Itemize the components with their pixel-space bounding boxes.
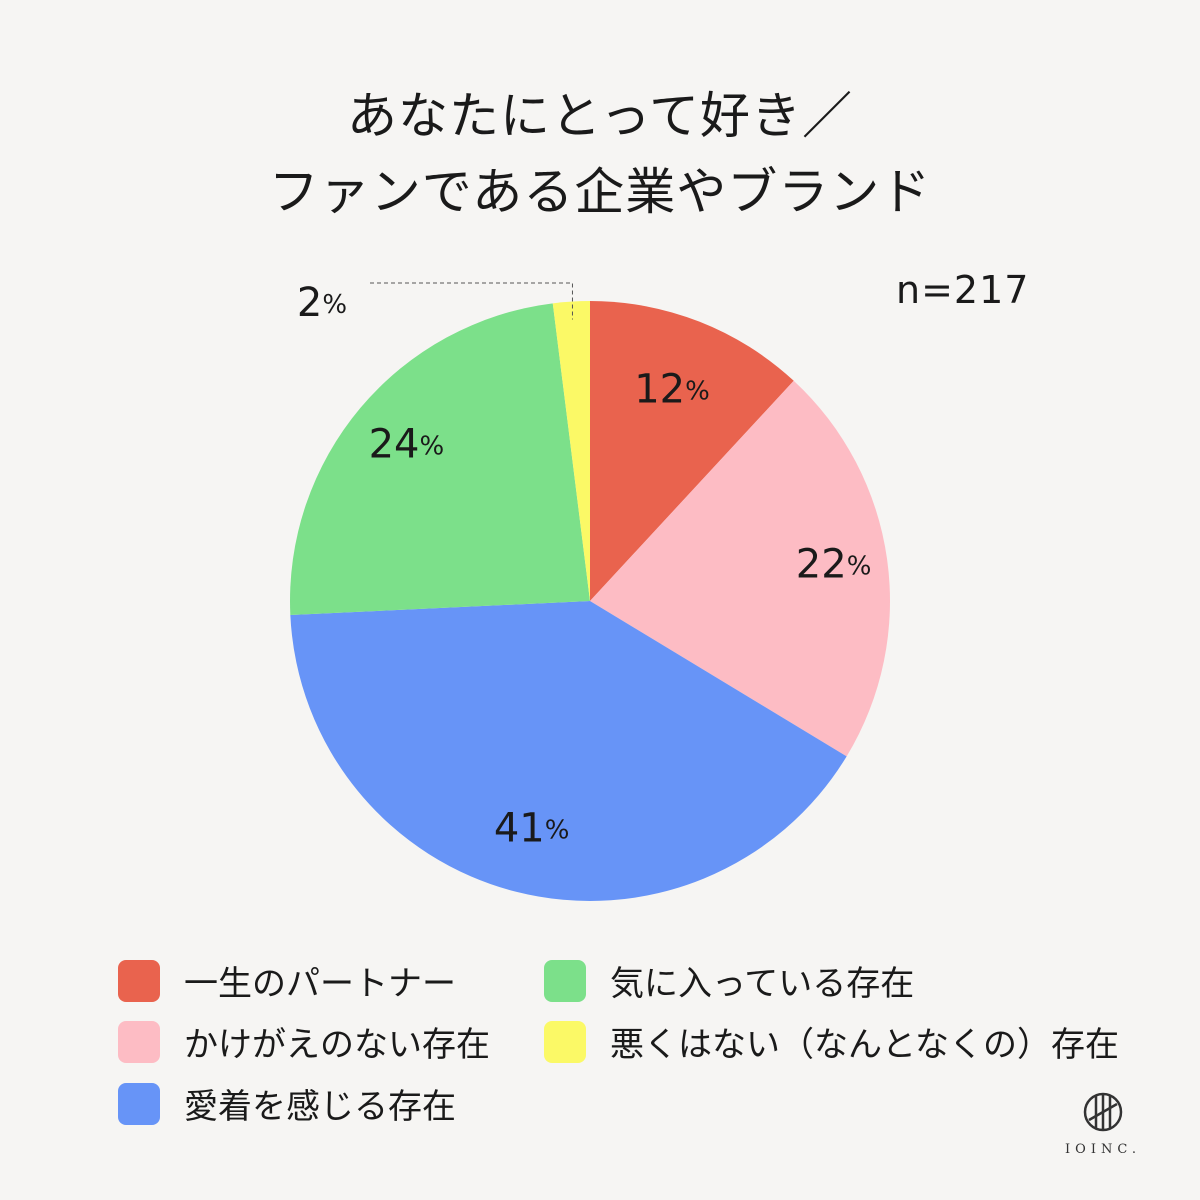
pie-slice-not-bad <box>552 301 590 601</box>
chart-title-line-1: あなたにとって好き／ <box>347 87 853 145</box>
chart-title: あなたにとって好き／ ファンである企業やブランド <box>0 78 1200 230</box>
ioinc-logo-icon <box>1083 1092 1123 1132</box>
legend-swatch-favorite <box>544 959 586 1002</box>
legend-label-not-bad: 悪くはない（なんとなくの）存在 <box>610 1025 1119 1065</box>
legend-swatch-partner <box>118 959 160 1002</box>
data-label-attachment: 41% <box>494 806 570 852</box>
legend-label-irreplaceable: かけがえのない存在 <box>184 1025 490 1065</box>
data-label-not-bad: 2% <box>297 280 347 326</box>
company-logo: IOINC. <box>1058 1090 1148 1157</box>
legend-item-irreplaceable: かけがえのない存在 <box>118 1017 490 1066</box>
data-label-partner: 12% <box>634 366 710 412</box>
legend-label-attachment: 愛着を感じる存在 <box>184 1087 456 1127</box>
sample-size-label: n=217 <box>896 268 1030 312</box>
legend-label-partner: 一生のパートナー <box>184 964 456 1004</box>
chart-legend: 一生のパートナー かけがえのない存在 愛着を感じる存在 気に入っている存在 悪く… <box>118 956 1119 1136</box>
pie-slice-partner <box>590 301 794 601</box>
pie-slice-attachment <box>290 601 847 901</box>
pie-slice-favorite <box>290 303 590 615</box>
legend-item-attachment: 愛着を感じる存在 <box>118 1079 456 1128</box>
leader-line-not-bad <box>370 282 573 320</box>
legend-item-favorite: 気に入っている存在 <box>544 956 914 1005</box>
legend-label-favorite: 気に入っている存在 <box>610 964 915 1004</box>
logo-text: IOINC. <box>1065 1142 1141 1157</box>
data-label-irreplaceable: 22% <box>796 542 872 588</box>
legend-swatch-attachment <box>118 1082 160 1125</box>
legend-item-not-bad: 悪くはない（なんとなくの）存在 <box>544 1017 1119 1066</box>
pie-slice-irreplaceable <box>590 380 890 757</box>
chart-title-line-2: ファンである企業やブランド <box>268 163 932 221</box>
legend-item-partner: 一生のパートナー <box>118 956 456 1005</box>
legend-swatch-irreplaceable <box>118 1020 160 1063</box>
data-label-favorite: 24% <box>369 421 445 467</box>
legend-swatch-not-bad <box>544 1020 586 1063</box>
